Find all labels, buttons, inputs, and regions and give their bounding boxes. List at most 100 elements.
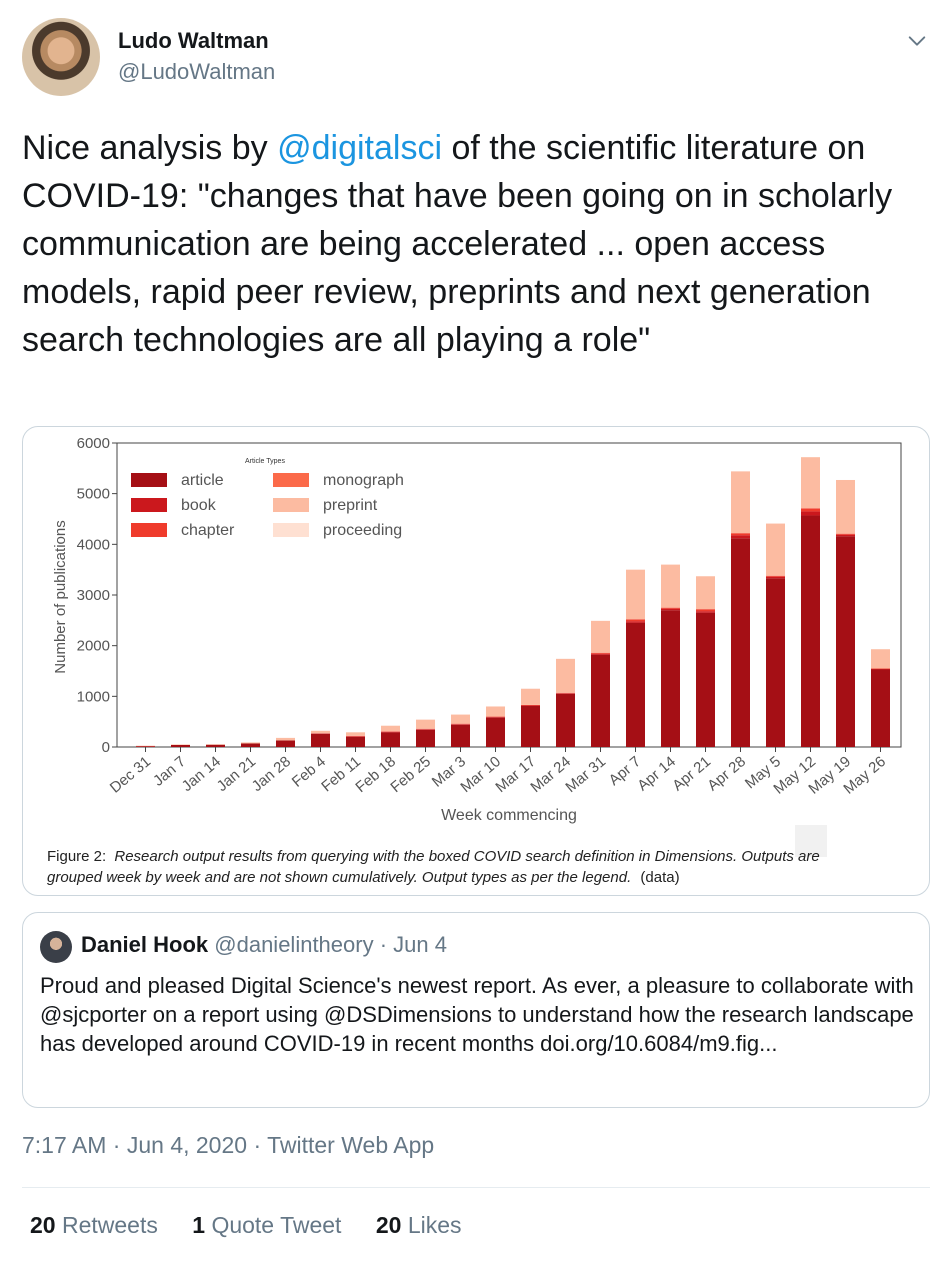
caption-placeholder-box (795, 825, 827, 857)
bar-segment-chapter (416, 728, 435, 730)
likes-stat[interactable]: 20 Likes (376, 1212, 462, 1239)
legend-label-proceeding: proceeding (323, 522, 402, 539)
tweet-stats: 20 Retweets 1 Quote Tweet 20 Likes (30, 1212, 490, 1239)
tweet-media-chart[interactable]: 0 1000 2000 3000 4000 5000 6000 Dec 31 Jan 7 Jan … (22, 426, 930, 896)
bar-segment-book (801, 511, 820, 516)
legend-swatch-preprint (273, 498, 309, 512)
bar-segment-book (486, 717, 505, 718)
tweet-text-intro: Nice analysis by (22, 129, 278, 167)
x-tick-label: Apr 28 (704, 753, 749, 794)
timestamp-date[interactable]: Jun 4, 2020 (126, 1132, 248, 1158)
bar-segment-book (311, 733, 330, 734)
mention-link[interactable]: @digitalsci (277, 129, 443, 167)
bar-segment-article (486, 717, 505, 747)
author-display-name[interactable]: Ludo Waltman (118, 28, 269, 53)
bar-segment-preprint (871, 649, 890, 669)
timestamp-separator-2: · (253, 1132, 262, 1158)
bar-segment-chapter (486, 716, 505, 718)
bar-segment-preprint (416, 719, 435, 729)
legend-label-monograph: monograph (323, 472, 404, 489)
chart-y-axis-label: Number of publications (52, 520, 69, 673)
author-handle[interactable]: @LudoWaltman (118, 59, 276, 84)
bar-segment-article (206, 744, 225, 747)
caption-label: Figure 2: (47, 848, 106, 865)
legend-swatch-proceeding (273, 523, 309, 537)
bar-segment-book (626, 621, 645, 623)
timestamp-source[interactable]: Twitter Web App (267, 1132, 435, 1158)
bar-segment-preprint (311, 730, 330, 734)
x-tick-label: Jan 14 (179, 753, 224, 795)
bar-segment-chapter (556, 692, 575, 694)
bar-segment-chapter (451, 723, 470, 725)
tweet-header: Ludo Waltman @LudoWaltman (22, 18, 932, 100)
bar-segment-preprint (556, 658, 575, 693)
bar-segment-preprint (696, 576, 715, 610)
quoted-separator: · (379, 932, 388, 957)
bar-segment-book (381, 731, 400, 733)
chevron-down-icon[interactable] (906, 30, 928, 52)
chart-caption-line1: Figure 2: Research output results from q… (47, 848, 820, 865)
bar-segment-preprint (171, 744, 190, 745)
bar-segment-article (381, 732, 400, 747)
bar-segment-preprint (241, 742, 260, 744)
y-tick-label: 4000 (77, 536, 110, 553)
bar-segment-book (836, 534, 855, 537)
bar-segment-preprint (206, 744, 225, 745)
legend-swatch-monograph (273, 473, 309, 487)
retweets-stat[interactable]: 20 Retweets (30, 1212, 158, 1239)
bar-segment-chapter (871, 668, 890, 669)
quoted-date: Jun 4 (393, 932, 447, 957)
legend-label-article: article (181, 472, 224, 489)
bar-segment-book (766, 576, 785, 579)
author-avatar[interactable] (22, 18, 100, 96)
quote-tweets-label: Quote Tweet (211, 1212, 342, 1238)
legend-swatch-article (131, 473, 167, 487)
bar-segment-article (626, 622, 645, 747)
y-tick-label: 1000 (77, 688, 110, 705)
chart-x-axis-label: Week commencing (441, 807, 577, 824)
chart-caption-line2: grouped week by week and are not shown c… (47, 869, 680, 886)
bar-segment-article (661, 610, 680, 747)
x-tick-label: Feb 25 (387, 753, 434, 796)
bar-segment-article (416, 729, 435, 747)
bar-segment-chapter (521, 704, 540, 706)
bar-segment-article (836, 536, 855, 747)
retweets-count: 20 (30, 1212, 56, 1238)
caption-text-part2: grouped week by week and are not shown c… (47, 869, 631, 886)
bar-segment-article (451, 724, 470, 747)
bar-segment-article (346, 736, 365, 747)
bar-segment-article (731, 538, 750, 747)
stats-divider (22, 1187, 930, 1188)
timestamp-time[interactable]: 7:17 AM (22, 1132, 107, 1158)
quoted-author-name: Daniel Hook (81, 932, 209, 957)
quote-tweets-stat[interactable]: 1 Quote Tweet (192, 1212, 341, 1239)
chart-legend: Article Types article book chapter monograph… (131, 458, 404, 539)
legend-label-book: book (181, 497, 217, 514)
bar-segment-book (696, 611, 715, 613)
bar-segment-book (521, 705, 540, 706)
bar-segment-article (521, 705, 540, 747)
quoted-tweet[interactable]: Daniel Hook @danielintheory · Jun 4 Prou… (22, 912, 930, 1108)
bar-segment-book (661, 608, 680, 611)
bar-segment-article (591, 654, 610, 747)
y-tick-label: 0 (102, 739, 110, 756)
bar-segment-chapter (801, 508, 820, 512)
bar-segment-preprint (521, 688, 540, 705)
bar-segment-book (731, 535, 750, 539)
bar-segment-chapter (766, 575, 785, 577)
bar-segment-article (556, 693, 575, 747)
bar-segment-article (801, 515, 820, 747)
quoted-author-handle: @danielintheory (214, 932, 374, 957)
legend-title: Article Types (245, 458, 285, 465)
bar-segment-book (871, 668, 890, 670)
x-tick-label: Apr 14 (634, 753, 679, 794)
tweet-timestamp: 7:17 AM · Jun 4, 2020 · Twitter Web App (22, 1132, 434, 1159)
y-tick-label: 6000 (77, 435, 110, 452)
bar-segment-chapter (696, 609, 715, 612)
x-tick-label: Mar 31 (562, 753, 609, 796)
bar-segment-chapter (626, 619, 645, 622)
y-tick-label: 3000 (77, 587, 110, 604)
timestamp-separator: · (112, 1132, 121, 1158)
chart-bars (136, 457, 890, 747)
x-tick-label: Dec 31 (107, 753, 154, 797)
